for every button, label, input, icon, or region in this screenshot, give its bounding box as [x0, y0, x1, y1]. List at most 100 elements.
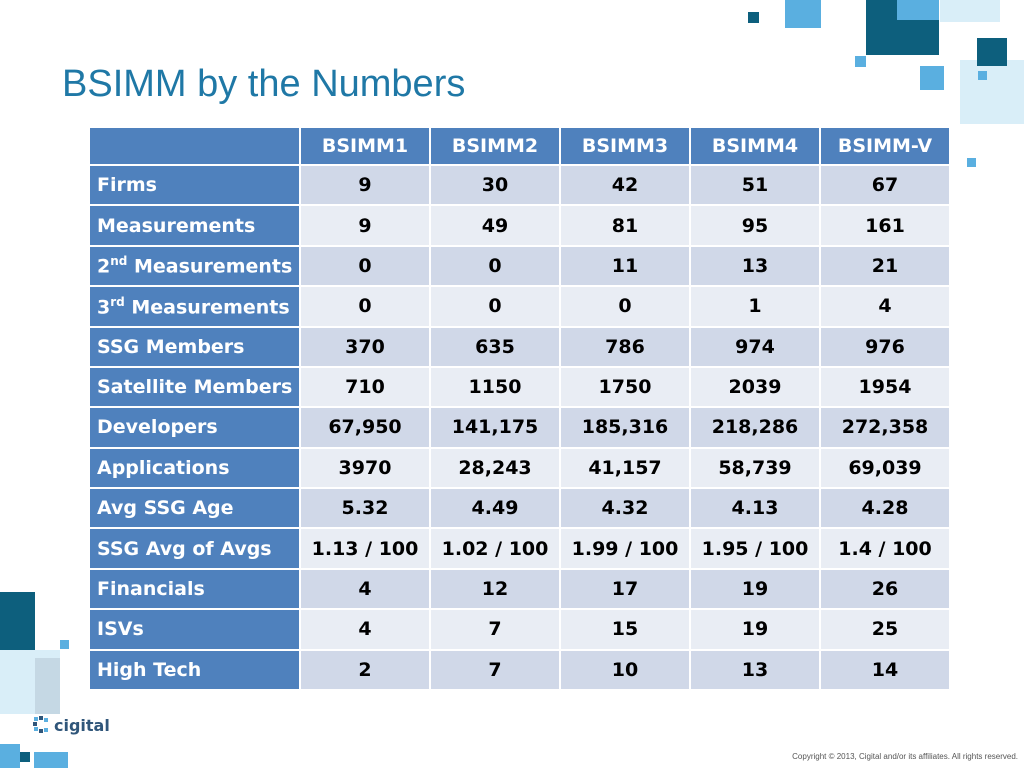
decor-square	[0, 744, 20, 768]
decor-square	[967, 158, 976, 167]
table-cell: 0	[559, 285, 691, 328]
column-header: BSIMM3	[559, 126, 691, 166]
row-label-number: 3	[97, 295, 111, 318]
column-header: BSIMM-V	[819, 126, 951, 166]
column-header: BSIMM1	[299, 126, 431, 166]
table-cell: 42	[559, 163, 691, 207]
row-label-ordinal: rd	[110, 294, 125, 309]
decor-square	[35, 658, 60, 714]
decor-square	[60, 640, 69, 649]
table-row: Firms 9 30 42 51 67	[88, 163, 951, 207]
decor-square	[34, 752, 68, 768]
row-label: Satellite Members	[88, 365, 301, 409]
row-label: SSG Avg of Avgs	[88, 527, 301, 570]
table-row: 3rd Measurements 0 0 0 1 4	[88, 285, 951, 328]
table-row: Avg SSG Age 5.32 4.49 4.32 4.13 4.28	[88, 486, 951, 530]
table-cell: 272,358	[819, 406, 951, 449]
table-cell: 30	[429, 163, 561, 207]
table-cell: 81	[559, 204, 691, 247]
row-label-ordinal: nd	[110, 254, 128, 269]
row-label-text: Measurements	[127, 255, 293, 278]
table-cell: 2039	[689, 365, 821, 409]
cigital-logo: cigital	[32, 715, 110, 735]
table-cell: 185,316	[559, 406, 691, 449]
table-cell: 1750	[559, 365, 691, 409]
decor-square	[748, 12, 759, 23]
decor-square	[960, 60, 1024, 124]
decor-square	[897, 0, 939, 20]
table-cell: 1.95 / 100	[689, 527, 821, 570]
table-cell: 4.13	[689, 486, 821, 530]
table-cell: 25	[819, 608, 951, 651]
table-row: Financials 4 12 17 19 26	[88, 567, 951, 611]
decor-square	[0, 592, 35, 658]
table-cell: 1954	[819, 365, 951, 409]
table-cell: 4	[819, 285, 951, 328]
table-cell: 17	[559, 567, 691, 611]
table-cell: 28,243	[429, 446, 561, 490]
column-header: BSIMM2	[429, 126, 561, 166]
table-cell: 69,039	[819, 446, 951, 490]
table-cell: 370	[299, 325, 431, 368]
table-row: SSG Avg of Avgs 1.13 / 100 1.02 / 100 1.…	[88, 527, 951, 570]
row-label: SSG Members	[88, 325, 301, 368]
row-label: Firms	[88, 163, 301, 207]
bsimm-table: BSIMM1 BSIMM2 BSIMM3 BSIMM4 BSIMM-V Firm…	[88, 126, 951, 691]
table-cell: 21	[819, 244, 951, 288]
table-cell: 0	[429, 244, 561, 288]
table-cell: 95	[689, 204, 821, 247]
table-cell: 3970	[299, 446, 431, 490]
slide-title: BSIMM by the Numbers	[62, 63, 466, 106]
logo-text: cigital	[54, 715, 110, 735]
table-cell: 41,157	[559, 446, 691, 490]
table-cell: 710	[299, 365, 431, 409]
row-label: Applications	[88, 446, 301, 490]
table-cell: 1.4 / 100	[819, 527, 951, 570]
table-cell: 26	[819, 567, 951, 611]
row-label: 3rd Measurements	[88, 285, 301, 328]
table-cell: 4.32	[559, 486, 691, 530]
table-cell: 1150	[429, 365, 561, 409]
table-cell: 14	[819, 648, 951, 691]
table-cell: 15	[559, 608, 691, 651]
row-label: Financials	[88, 567, 301, 611]
table-row: Applications 3970 28,243 41,157 58,739 6…	[88, 446, 951, 490]
decor-square	[920, 66, 944, 90]
table-cell: 218,286	[689, 406, 821, 449]
table-cell: 13	[689, 244, 821, 288]
table-cell: 19	[689, 608, 821, 651]
table-cell: 1	[689, 285, 821, 328]
row-label-text: Measurements	[124, 295, 290, 318]
row-label-number: 2	[97, 255, 111, 278]
copyright-notice: Copyright © 2013, Cigital and/or its aff…	[792, 752, 1018, 761]
table-row: Measurements 9 49 81 95 161	[88, 204, 951, 247]
table-cell: 9	[299, 204, 431, 247]
table-cell: 9	[299, 163, 431, 207]
table-row: High Tech 2 7 10 13 14	[88, 648, 951, 691]
table-row: SSG Members 370 635 786 974 976	[88, 325, 951, 368]
cigital-logo-icon	[33, 716, 48, 733]
table-row: Developers 67,950 141,175 185,316 218,28…	[88, 406, 951, 449]
column-header: BSIMM4	[689, 126, 821, 166]
table-cell: 19	[689, 567, 821, 611]
decor-square	[978, 71, 987, 80]
row-label: ISVs	[88, 608, 301, 651]
table-cell: 4.28	[819, 486, 951, 530]
table-cell: 635	[429, 325, 561, 368]
table-row: Satellite Members 710 1150 1750 2039 195…	[88, 365, 951, 409]
table-cell: 11	[559, 244, 691, 288]
table-cell: 141,175	[429, 406, 561, 449]
table-cell: 4.49	[429, 486, 561, 530]
table-cell: 10	[559, 648, 691, 691]
decor-square	[855, 56, 866, 67]
table-cell: 0	[429, 285, 561, 328]
table-cell: 4	[299, 608, 431, 651]
table-cell: 1.99 / 100	[559, 527, 691, 570]
table-row: 2nd Measurements 0 0 11 13 21	[88, 244, 951, 288]
decor-square	[977, 38, 1007, 66]
table-cell: 786	[559, 325, 691, 368]
table-cell: 0	[299, 244, 431, 288]
row-label: High Tech	[88, 648, 301, 691]
header-corner	[88, 126, 301, 166]
row-label: Avg SSG Age	[88, 486, 301, 530]
